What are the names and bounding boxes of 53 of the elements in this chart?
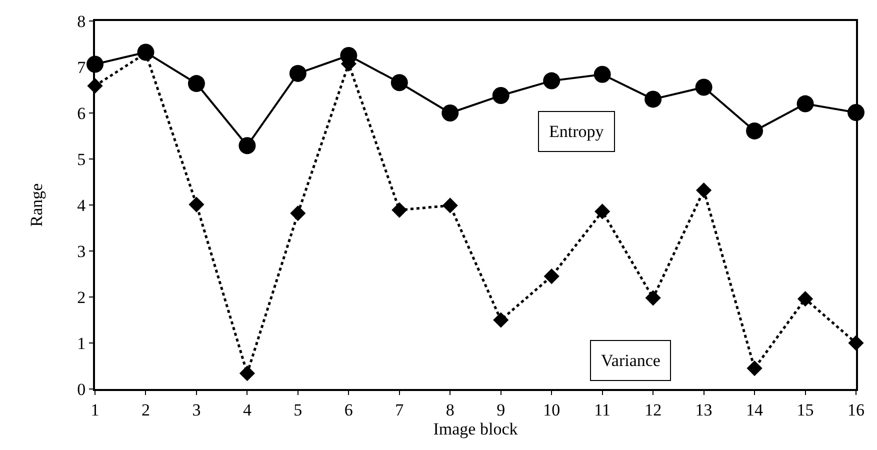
x-tick-label: 5 xyxy=(294,400,302,420)
y-tick-label: 3 xyxy=(77,242,86,261)
point xyxy=(442,198,458,214)
point xyxy=(594,66,611,83)
point xyxy=(239,366,255,382)
x-tick-label: 7 xyxy=(395,400,404,420)
point xyxy=(442,104,459,122)
x-tick-label: 3 xyxy=(192,400,201,420)
y-tick-label: 8 xyxy=(77,12,86,31)
point xyxy=(543,72,560,90)
point xyxy=(746,122,764,140)
x-tick-label: 13 xyxy=(695,400,712,420)
point xyxy=(238,137,256,154)
y-tick-label: 1 xyxy=(77,334,86,353)
point xyxy=(796,95,814,112)
point xyxy=(289,64,306,82)
point xyxy=(392,202,408,218)
text: Variance xyxy=(601,351,660,370)
x-tick-label: 12 xyxy=(644,400,662,420)
x-tick-label: 16 xyxy=(848,400,864,420)
point xyxy=(188,75,205,92)
point xyxy=(797,291,814,307)
series-label: Entropy xyxy=(549,122,604,141)
point xyxy=(188,196,204,212)
x-tick-label: 4 xyxy=(242,400,252,420)
x-tick-label: 9 xyxy=(496,400,506,420)
x-tick-label: 2 xyxy=(141,400,150,420)
point xyxy=(696,182,712,198)
y-tick-label: 6 xyxy=(77,104,86,123)
point xyxy=(695,78,712,96)
y-tick-label: 5 xyxy=(77,150,86,169)
point xyxy=(290,205,306,222)
x-tick-label: 10 xyxy=(543,400,560,420)
point xyxy=(390,74,408,92)
point xyxy=(645,290,661,306)
x-tick-label: 8 xyxy=(446,400,454,420)
y-axis-title: Range xyxy=(27,183,46,227)
x-tick-label: 14 xyxy=(746,400,764,420)
point xyxy=(544,268,560,284)
x-axis-title: Image block xyxy=(433,419,518,438)
point xyxy=(594,204,610,220)
point xyxy=(493,312,509,328)
point xyxy=(644,90,662,108)
y-tick-label: 2 xyxy=(77,288,86,307)
y-tick-label: 4 xyxy=(77,196,86,215)
x-tick-label: 15 xyxy=(796,400,814,420)
y-tick-label: 0 xyxy=(77,380,86,399)
x-tick-label: 1 xyxy=(90,400,100,420)
point xyxy=(492,87,510,104)
y-tick-label: 7 xyxy=(77,58,86,77)
x-tick-label: 11 xyxy=(594,400,611,420)
point xyxy=(746,360,762,376)
x-tick-label: 6 xyxy=(344,400,353,420)
